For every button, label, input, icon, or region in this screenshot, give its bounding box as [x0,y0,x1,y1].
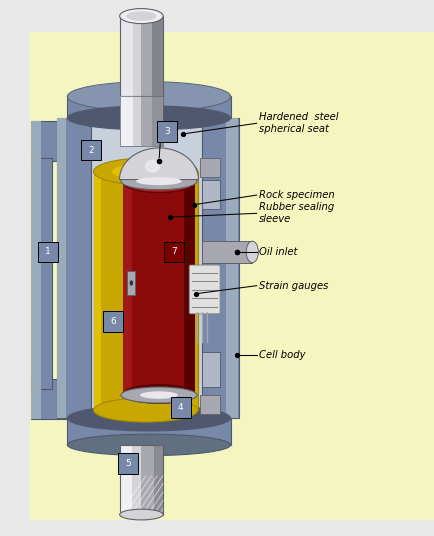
FancyBboxPatch shape [170,397,190,418]
Bar [31,121,41,161]
Ellipse shape [136,177,181,185]
Bar [31,158,52,389]
Polygon shape [119,148,198,180]
FancyBboxPatch shape [157,121,177,142]
FancyBboxPatch shape [103,311,123,332]
Bar [31,379,41,419]
Ellipse shape [119,9,163,24]
Text: 7: 7 [171,248,177,256]
Bar [56,118,91,418]
FancyBboxPatch shape [38,242,58,262]
Bar [123,182,132,394]
Ellipse shape [93,398,197,422]
Bar [152,96,163,146]
Text: Cell body: Cell body [258,350,305,360]
Ellipse shape [140,391,178,399]
Text: 6: 6 [110,317,116,326]
Text: 1: 1 [45,248,51,256]
Bar [31,158,41,389]
Bar [200,395,219,414]
FancyBboxPatch shape [189,265,220,314]
Bar [202,180,219,209]
Bar [56,118,66,418]
Bar [119,16,163,96]
Ellipse shape [137,177,180,187]
Text: 5: 5 [125,459,131,468]
Ellipse shape [121,387,197,403]
Ellipse shape [121,173,197,190]
Ellipse shape [129,280,133,286]
Bar [91,118,202,418]
Ellipse shape [145,160,160,173]
Bar [119,445,132,515]
Text: Rock specimen: Rock specimen [258,190,334,200]
Ellipse shape [93,158,197,185]
Ellipse shape [67,82,230,111]
Bar [123,182,194,394]
Ellipse shape [123,385,194,403]
Text: Strain gauges: Strain gauges [258,281,327,291]
Bar [202,241,252,263]
Text: Hardened  steel
spherical seat: Hardened steel spherical seat [258,112,338,135]
Ellipse shape [246,241,258,263]
Bar [127,271,135,295]
Bar [119,445,163,515]
Bar [67,418,230,445]
Bar [67,96,230,118]
Text: Oil inlet: Oil inlet [258,247,296,257]
Ellipse shape [67,106,230,130]
Bar [152,16,163,96]
Text: 3: 3 [164,127,170,136]
Ellipse shape [119,509,163,520]
Ellipse shape [112,163,179,180]
Ellipse shape [123,172,194,192]
Bar [119,96,163,146]
Bar [119,445,163,515]
Bar [184,182,194,394]
Bar [202,352,219,387]
Bar [169,172,197,410]
Text: Rubber sealing
sleeve: Rubber sealing sleeve [258,202,333,225]
Ellipse shape [67,405,230,431]
Bar [93,172,101,410]
Bar [31,379,70,419]
FancyBboxPatch shape [118,453,138,474]
Text: 4: 4 [178,403,183,412]
Bar [31,121,70,161]
Text: 2: 2 [89,146,94,154]
Ellipse shape [67,82,230,111]
Bar [132,445,140,515]
Bar [119,16,132,96]
FancyBboxPatch shape [164,242,184,262]
Ellipse shape [126,11,156,21]
Bar [153,445,163,515]
Bar [202,118,239,418]
Bar [132,96,141,146]
Bar [119,16,163,96]
Bar [226,118,238,418]
Bar [119,96,132,146]
Bar [93,172,123,410]
Ellipse shape [67,434,230,456]
Bar [132,16,141,96]
Bar [119,96,163,146]
FancyBboxPatch shape [81,140,101,160]
Bar [66,118,72,418]
Bar [200,158,219,177]
